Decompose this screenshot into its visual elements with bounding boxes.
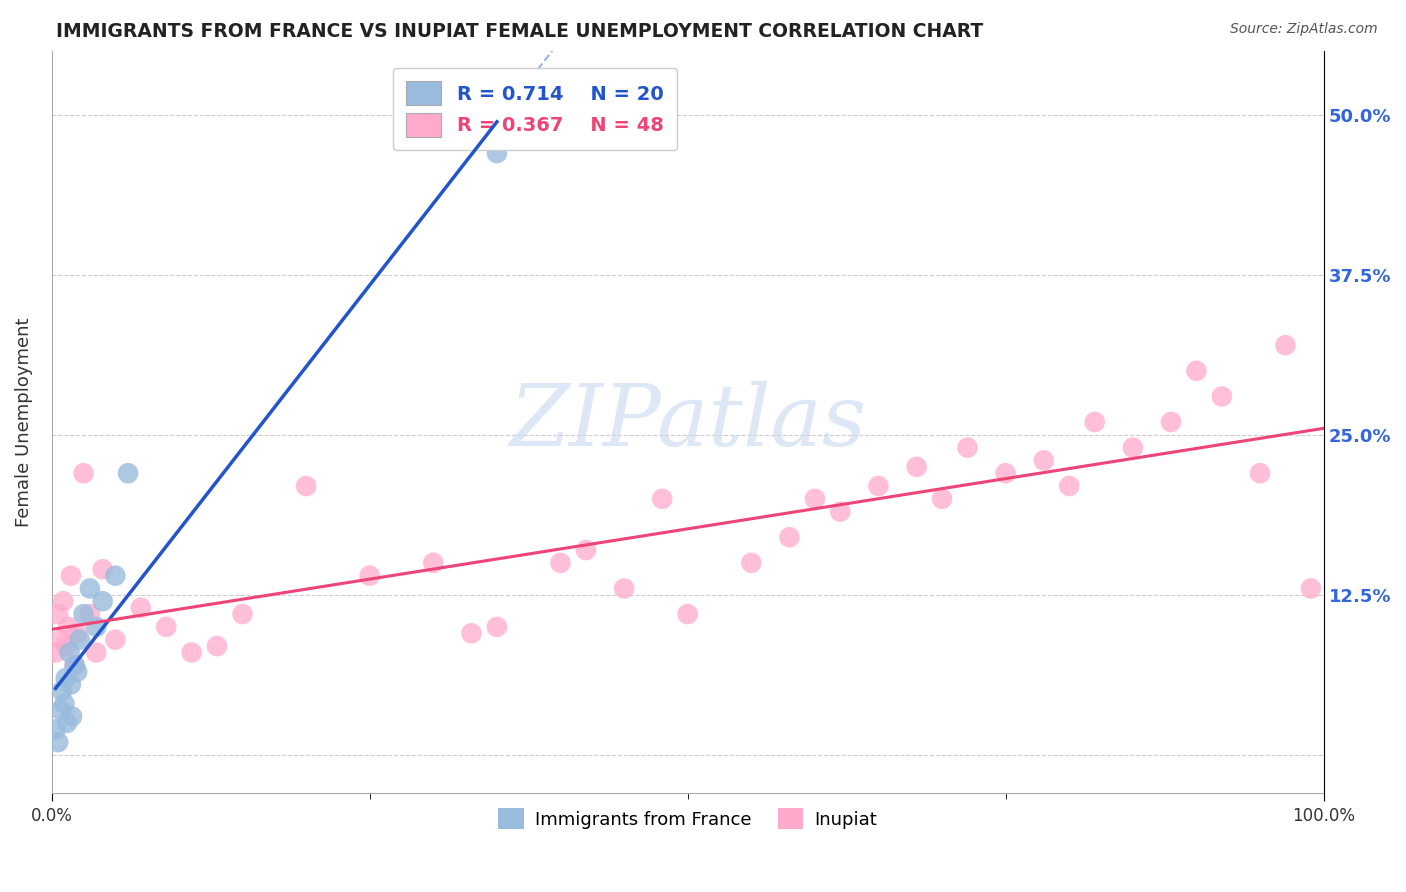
Point	[1185, 364, 1208, 378]
Point	[1084, 415, 1107, 429]
Point	[1249, 467, 1271, 481]
Point	[56, 715, 79, 730]
Point	[69, 632, 91, 647]
Point	[994, 467, 1017, 481]
Point	[740, 556, 762, 570]
Point	[830, 505, 852, 519]
Point	[45, 645, 67, 659]
Point	[46, 735, 69, 749]
Point	[84, 620, 107, 634]
Point	[905, 459, 928, 474]
Point	[79, 582, 101, 596]
Point	[46, 607, 69, 621]
Point	[91, 562, 114, 576]
Point	[79, 607, 101, 621]
Point	[58, 620, 80, 634]
Point	[205, 639, 228, 653]
Point	[52, 594, 75, 608]
Point	[1299, 582, 1322, 596]
Point	[613, 582, 636, 596]
Point	[550, 556, 572, 570]
Point	[575, 543, 598, 558]
Point	[84, 645, 107, 659]
Point	[45, 723, 67, 737]
Point	[59, 568, 82, 582]
Point	[485, 620, 508, 634]
Text: IMMIGRANTS FROM FRANCE VS INUPIAT FEMALE UNEMPLOYMENT CORRELATION CHART: IMMIGRANTS FROM FRANCE VS INUPIAT FEMALE…	[56, 22, 983, 41]
Point	[155, 620, 177, 634]
Point	[868, 479, 890, 493]
Point	[1211, 389, 1233, 403]
Point	[59, 677, 82, 691]
Point	[129, 600, 152, 615]
Point	[485, 146, 508, 161]
Point	[117, 467, 139, 481]
Point	[778, 530, 800, 544]
Point	[231, 607, 253, 621]
Point	[63, 658, 86, 673]
Point	[295, 479, 318, 493]
Legend: Immigrants from France, Inupiat: Immigrants from France, Inupiat	[491, 801, 884, 837]
Point	[53, 697, 76, 711]
Point	[104, 632, 127, 647]
Point	[651, 491, 673, 506]
Point	[72, 467, 94, 481]
Point	[1274, 338, 1296, 352]
Point	[55, 671, 77, 685]
Point	[91, 594, 114, 608]
Point	[66, 665, 89, 679]
Point	[804, 491, 827, 506]
Point	[66, 626, 89, 640]
Text: Source: ZipAtlas.com: Source: ZipAtlas.com	[1230, 22, 1378, 37]
Point	[1032, 453, 1054, 467]
Point	[63, 658, 86, 673]
Point	[1057, 479, 1080, 493]
Point	[180, 645, 202, 659]
Text: ZIPatlas: ZIPatlas	[509, 381, 866, 463]
Point	[422, 556, 444, 570]
Point	[60, 709, 83, 723]
Point	[104, 568, 127, 582]
Point	[51, 684, 73, 698]
Point	[956, 441, 979, 455]
Point	[55, 639, 77, 653]
Point	[49, 703, 72, 717]
Point	[359, 568, 381, 582]
Point	[58, 645, 80, 659]
Point	[1122, 441, 1144, 455]
Point	[1160, 415, 1182, 429]
Point	[49, 632, 72, 647]
Point	[460, 626, 482, 640]
Point	[676, 607, 699, 621]
Point	[931, 491, 953, 506]
Y-axis label: Female Unemployment: Female Unemployment	[15, 318, 32, 527]
Point	[72, 607, 94, 621]
